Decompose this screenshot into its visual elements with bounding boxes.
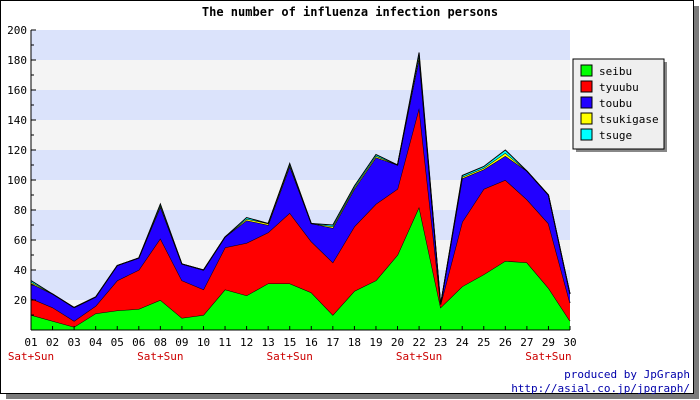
legend-label-tsukigase: tsukigase: [599, 113, 659, 126]
legend-label-tyuubu: tyuubu: [599, 81, 639, 94]
x-tick-label: 27: [520, 336, 533, 349]
x-tick-label: 03: [67, 336, 80, 349]
frame-shadow-bottom: [6, 394, 699, 399]
x-tick-label: 24: [456, 336, 470, 349]
y-tick-label: 180: [7, 54, 27, 67]
weekend-label: Sat+Sun: [525, 350, 571, 363]
y-tick-label: 20: [14, 294, 27, 307]
weekend-label: Sat+Sun: [267, 350, 313, 363]
x-tick-label: 08: [154, 336, 167, 349]
x-tick-label: 01: [24, 336, 37, 349]
credit-line-2[interactable]: http://asial.co.jp/jpgraph/: [511, 382, 690, 395]
area-series-tyuubu: [31, 108, 570, 327]
y-tick-label: 100: [7, 174, 27, 187]
y-tick-label: 200: [7, 24, 27, 37]
plot-band: [31, 90, 570, 120]
x-tick-label: 05: [111, 336, 124, 349]
legend-label-seibu: seibu: [599, 65, 632, 78]
legend-swatch-tsukigase: [580, 112, 593, 125]
weekend-label: Sat+Sun: [396, 350, 442, 363]
x-tick-label: 23: [434, 336, 447, 349]
plot-band: [31, 30, 570, 60]
weekend-label: Sat+Sun: [8, 350, 54, 363]
y-tick-label: 40: [14, 264, 27, 277]
x-tick-label: 22: [412, 336, 425, 349]
y-tick-label: 120: [7, 144, 27, 157]
y-tick-label: 140: [7, 114, 27, 127]
area-series-seibu: [31, 207, 570, 330]
credit-line-1: produced by JpGraph: [564, 368, 690, 381]
x-tick-label: 17: [326, 336, 339, 349]
legend-swatch-seibu: [580, 64, 593, 77]
x-tick-label: 16: [305, 336, 318, 349]
chart-title: The number of influenza infection person…: [202, 5, 498, 19]
x-tick-label: 19: [369, 336, 382, 349]
legend-label-tsuge: tsuge: [599, 129, 632, 142]
plot-band: [31, 120, 570, 150]
x-tick-label: 20: [391, 336, 404, 349]
x-tick-label: 06: [132, 336, 145, 349]
weekend-label: Sat+Sun: [137, 350, 183, 363]
x-tick-label: 29: [542, 336, 555, 349]
frame-shadow-right: [694, 6, 699, 399]
legend-label-toubu: toubu: [599, 97, 632, 110]
legend-swatch-tsuge: [580, 128, 593, 141]
x-tick-label: 11: [218, 336, 231, 349]
x-tick-label: 15: [283, 336, 296, 349]
x-tick-label: 18: [348, 336, 361, 349]
x-tick-label: 26: [499, 336, 512, 349]
area-series-toubu: [31, 58, 570, 321]
x-tick-label: 12: [240, 336, 253, 349]
plot-band: [31, 60, 570, 90]
legend-swatch-toubu: [580, 96, 593, 109]
x-tick-label: 04: [89, 336, 103, 349]
y-tick-label: 160: [7, 84, 27, 97]
x-tick-label: 25: [477, 336, 490, 349]
legend-swatch-tyuubu: [580, 80, 593, 93]
x-tick-label: 30: [563, 336, 576, 349]
y-tick-label: 80: [14, 204, 27, 217]
x-tick-label: 02: [46, 336, 59, 349]
y-tick-label: 60: [14, 234, 27, 247]
x-tick-label: 09: [175, 336, 188, 349]
x-tick-label: 10: [197, 336, 210, 349]
x-tick-label: 13: [262, 336, 275, 349]
series-line-tsuge: [30, 52, 571, 309]
